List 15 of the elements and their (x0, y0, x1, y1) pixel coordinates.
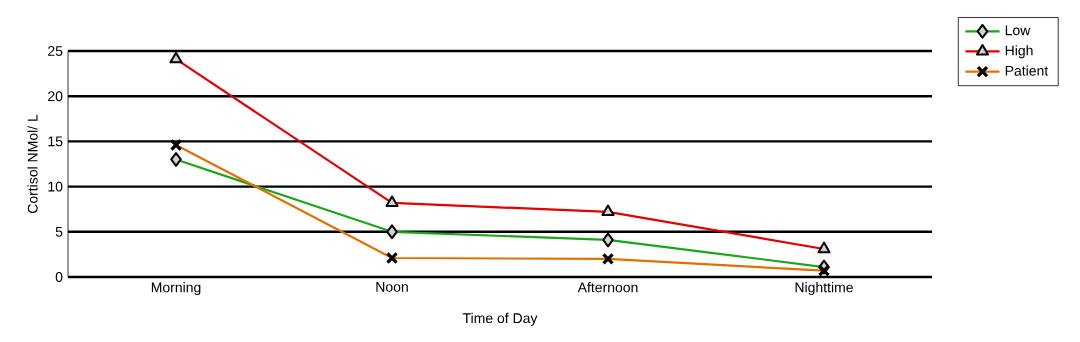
legend-label: Patient (1005, 65, 1049, 76)
x-tick-label: Afternoon (577, 282, 638, 293)
x-tick-label: Nighttime (795, 282, 853, 296)
y-tick-label: 0 (55, 272, 63, 282)
legend-label: High (1005, 45, 1033, 59)
y-tick-label: 25 (48, 46, 63, 56)
x-tick-label: Noon (376, 282, 408, 292)
y-axis-title: Cortisol NMol/ L (27, 114, 38, 214)
y-tick-label: 5 (55, 226, 63, 237)
y-tick-label: 15 (48, 136, 63, 147)
y-tick-label: 10 (48, 181, 63, 192)
x-tick-label: Morning (151, 282, 201, 296)
x-axis-title: Time of Day (462, 312, 538, 326)
legend-label: Low (1005, 25, 1031, 36)
y-tick-label: 20 (48, 91, 63, 102)
